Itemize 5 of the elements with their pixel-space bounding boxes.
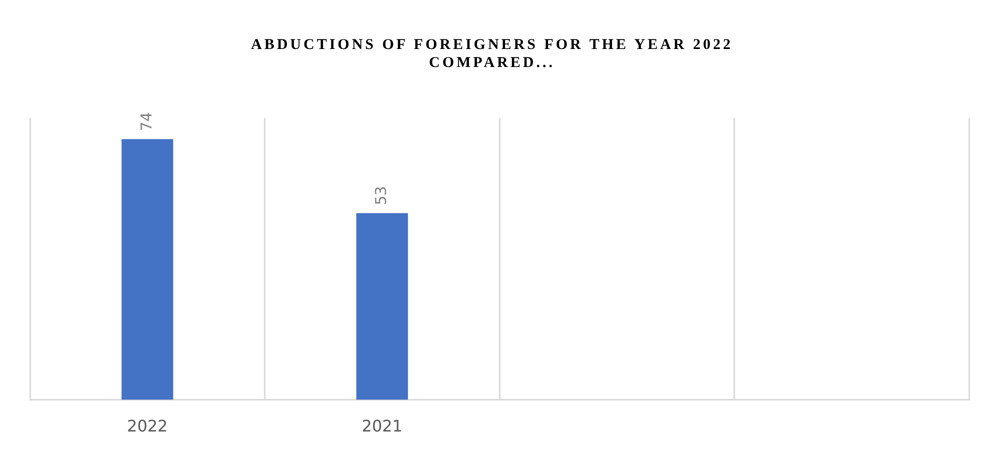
chart-title: ABDUCTIONS OF FOREIGNERS FOR THE YEAR 2022 COMPARED... (250, 36, 734, 72)
data-label: 74 (137, 112, 156, 132)
x-tick-label: 2022 (127, 416, 168, 436)
data-label: 53 (372, 186, 390, 206)
x-tick-label: 2021 (362, 416, 402, 436)
